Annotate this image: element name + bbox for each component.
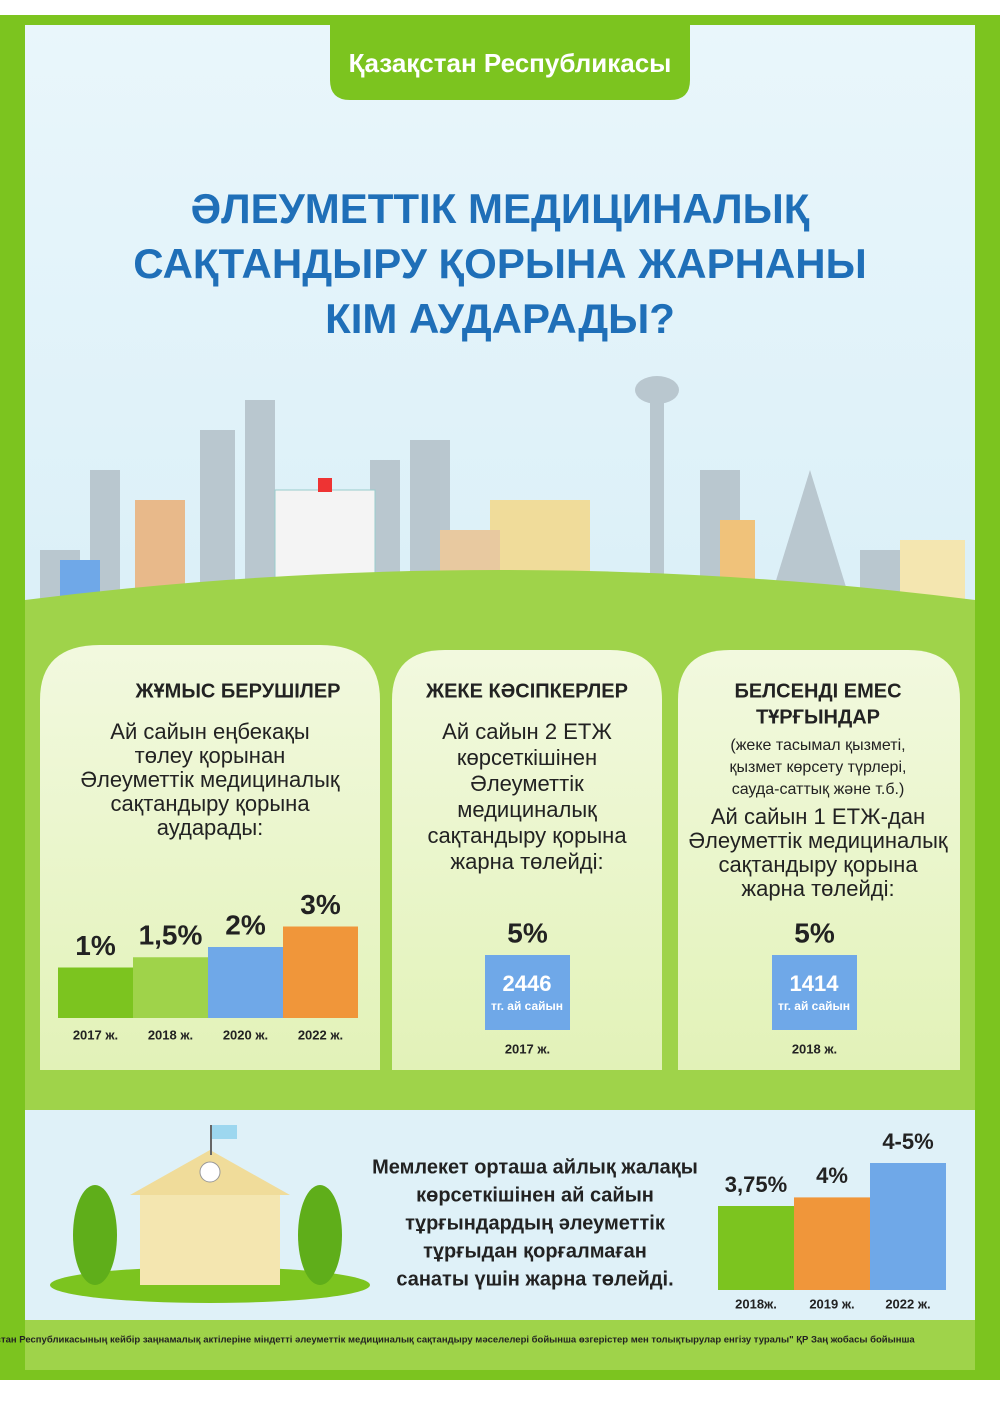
footer-note: "Қазақстан Республикасының кейбір заңнам… [0, 1335, 915, 1346]
panel-text: төлеу қорынан [135, 743, 286, 768]
panel-text: сақтандыру қорына [427, 823, 627, 848]
panel-text: Әлеуметтік медициналық [80, 767, 339, 792]
panel-text: сақтандыру қорына [110, 791, 310, 816]
value-label: 3% [300, 889, 341, 920]
amount: 2446 [503, 971, 552, 996]
value-label: 4-5% [882, 1129, 933, 1154]
bar [772, 955, 857, 1030]
state-building [50, 1125, 370, 1303]
bar [794, 1197, 870, 1290]
value-label: 5% [794, 917, 835, 948]
panel-text: Ай сайын 2 ЕТЖ [442, 719, 612, 744]
main-title: КІМ АУДАРАДЫ? [325, 295, 675, 342]
panel-text: жарна төлейді: [450, 849, 603, 874]
category-label: 2018 ж. [792, 1041, 837, 1056]
category-label: 2019 ж. [809, 1296, 854, 1311]
bar [283, 926, 358, 1018]
panel-note: қызмет көрсету түрлері, [730, 759, 907, 776]
value-label: 1% [75, 930, 116, 961]
panel [678, 650, 960, 1070]
panel-text: Әлеуметтік [470, 771, 584, 796]
state-text: тұрғындардың әлеуметтік [405, 1212, 666, 1234]
header-title: Қазақстан Республикасы [349, 48, 672, 78]
value-label: 3,75% [725, 1172, 787, 1197]
value-label: 1,5% [139, 920, 203, 951]
amount: 1414 [790, 971, 840, 996]
panel-text: Әлеуметтік медициналық [688, 828, 947, 853]
category-label: 2020 ж. [223, 1027, 268, 1042]
main-title: САҚТАНДЫРУ ҚОРЫНА ЖАРНАНЫ [133, 240, 866, 287]
category-label: 2018 ж. [148, 1027, 193, 1042]
panel-text: Ай сайын 1 ЕТЖ-дан [711, 804, 925, 829]
panel-text: медициналық [457, 797, 597, 822]
panel-text: Ай сайын еңбекақы [110, 719, 309, 744]
panel-heading: ЖЕКЕ КӘСІПКЕРЛЕР [425, 680, 628, 702]
state-text: тұрғыдан қорғалмаған [423, 1240, 647, 1262]
panel-note: сауда-саттық және т.б.) [732, 781, 905, 798]
header-pill [330, 25, 690, 100]
bar [485, 955, 570, 1030]
state-text: көрсеткішінен ай сайын [416, 1184, 654, 1206]
bar [718, 1206, 794, 1290]
panel-text: жарна төлейді: [741, 876, 894, 901]
value-label: 5% [507, 917, 548, 948]
value-label: 4% [816, 1163, 848, 1188]
panel-text: сақтандыру қорына [718, 852, 918, 877]
panel-text: көрсеткішінен [457, 745, 597, 770]
value-label: 2% [225, 909, 266, 940]
panel-heading: БЕЛСЕНДІ ЕМЕС [734, 680, 901, 702]
bar [870, 1163, 946, 1290]
category-label: 2022 ж. [885, 1296, 930, 1311]
panel-note: (жеке тасымал қызметі, [730, 737, 905, 754]
bar [208, 947, 283, 1018]
category-label: 2018ж. [735, 1296, 777, 1311]
panel-text: аударады: [157, 815, 264, 840]
amount-unit: тг. ай сайын [778, 999, 850, 1013]
panel-heading: ЖҰМЫС БЕРУШІЛЕР [134, 680, 340, 702]
state-text: Мемлекет орташа айлық жалақы [372, 1156, 698, 1178]
category-label: 2017 ж. [505, 1041, 550, 1056]
bar [133, 957, 208, 1018]
category-label: 2017 ж. [73, 1027, 118, 1042]
panel-heading: ТҰРҒЫНДАР [756, 706, 880, 728]
main-title: ӘЛЕУМЕТТІК МЕДИЦИНАЛЫҚ [191, 185, 810, 232]
state-text: санаты үшін жарна төлейді. [396, 1268, 673, 1290]
panel [392, 650, 662, 1070]
category-label: 2022 ж. [298, 1027, 343, 1042]
amount-unit: тг. ай сайын [491, 999, 563, 1013]
bar [58, 967, 133, 1018]
